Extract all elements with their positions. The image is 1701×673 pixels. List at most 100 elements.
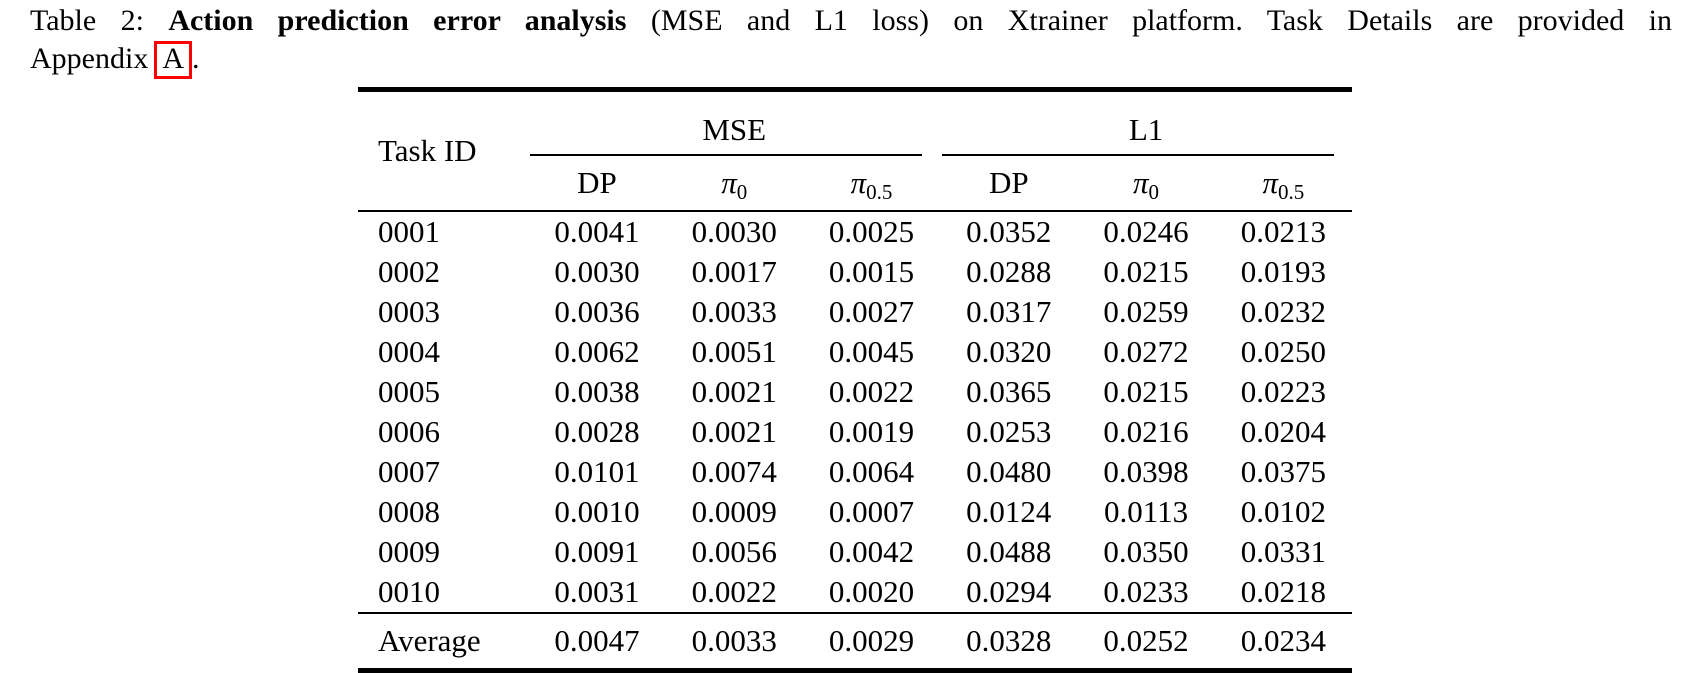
- cell-value: 0.0320: [966, 334, 1052, 369]
- cell-value: 0.0091: [554, 534, 640, 569]
- cell-value: 0.0216: [1103, 414, 1189, 449]
- cell-value: 0.0062: [554, 334, 640, 369]
- col-header-pi0-mse: π0: [665, 156, 803, 212]
- col-header-subscript: 0: [736, 180, 748, 204]
- cell-value: 0.0215: [1103, 374, 1189, 409]
- cell-value: 0.0113: [1103, 494, 1189, 529]
- cell-value: 0.0218: [1240, 574, 1326, 609]
- cell-value: 0.0027: [828, 294, 915, 329]
- group-header-l1: L1: [940, 90, 1352, 157]
- col-header-subscript: 0.5: [1277, 180, 1305, 204]
- group-header-mse-label: MSE: [702, 112, 767, 147]
- caption-period: .: [192, 42, 200, 75]
- cell-value: 0.0253: [966, 414, 1052, 449]
- cell-value: 0.0350: [1103, 534, 1189, 569]
- cell-value: 0.0250: [1240, 334, 1326, 369]
- cell-value: 0.0480: [966, 454, 1052, 489]
- cell-task-id: 0001: [378, 214, 440, 249]
- cell-value: 0.0124: [966, 494, 1052, 529]
- group-header-l1-label: L1: [1128, 112, 1164, 147]
- average-row: Average 0.0047 0.0033 0.0029 0.0328 0.0252 0.0…: [358, 612, 1352, 671]
- table-row: 0003 0.0036 0.0033 0.0027 0.0317 0.0259 0.0232: [358, 292, 1352, 332]
- col-header-pi05-mse: π0.5: [802, 156, 941, 212]
- table-footer: Average 0.0047 0.0033 0.0029 0.0328 0.0252 0.0…: [358, 612, 1352, 671]
- col-header-pi05-l1: π0.5: [1214, 156, 1352, 212]
- appendix-link[interactable]: A: [154, 41, 192, 79]
- table-header: Task ID MSE L1 DP π0 π0.5 DP π0 π0.5: [358, 89, 1352, 212]
- cell-value: 0.0022: [691, 574, 777, 609]
- table-row: 0006 0.0028 0.0021 0.0019 0.0253 0.0216 0.0204: [358, 412, 1352, 452]
- group-header-row: Task ID MSE L1: [358, 89, 1352, 212]
- cell-average-value: 0.0328: [940, 612, 1078, 671]
- cell-task-id: 0003: [378, 294, 440, 329]
- cell-value: 0.0232: [1240, 294, 1326, 329]
- table-row: 0002 0.0030 0.0017 0.0015 0.0288 0.0215 0.0193: [358, 252, 1352, 292]
- col-header-label: DP: [577, 165, 617, 200]
- cell-value: 0.0021: [691, 414, 777, 449]
- cell-value: 0.0246: [1103, 214, 1189, 249]
- cell-value: 0.0272: [1103, 334, 1189, 369]
- cell-value: 0.0033: [691, 294, 777, 329]
- subheader-row: DP π0 π0.5 DP π0 π0.5: [358, 156, 1352, 212]
- table-row: 0004 0.0062 0.0051 0.0045 0.0320 0.0272 0.0250: [358, 332, 1352, 372]
- col-header-subscript: 0.5: [866, 180, 893, 204]
- cell-value: 0.0036: [554, 294, 640, 329]
- cell-value: 0.0045: [828, 334, 915, 369]
- pi-symbol: π: [1262, 165, 1278, 200]
- cell-task-id: 0008: [378, 494, 440, 529]
- table-row: 0008 0.0010 0.0009 0.0007 0.0124 0.0113 0.0102: [358, 492, 1352, 532]
- cell-value: 0.0017: [691, 254, 777, 289]
- cell-task-id: 0002: [378, 254, 440, 289]
- cell-value: 0.0488: [966, 534, 1052, 569]
- cell-value: 0.0021: [691, 374, 777, 409]
- caption-title: Action prediction error analysis: [168, 4, 627, 37]
- cell-value: 0.0030: [691, 214, 777, 249]
- cell-value: 0.0288: [966, 254, 1052, 289]
- pi-symbol: π: [721, 165, 737, 200]
- cell-average-value: 0.0029: [802, 612, 941, 671]
- caption-line-1: Table 2: Action prediction error analysi…: [30, 2, 1672, 40]
- cell-value: 0.0022: [828, 374, 915, 409]
- cell-value: 0.0317: [966, 294, 1052, 329]
- cell-value: 0.0041: [554, 214, 640, 249]
- cell-value: 0.0051: [691, 334, 777, 369]
- cell-value: 0.0193: [1240, 254, 1326, 289]
- cell-value: 0.0102: [1240, 494, 1326, 529]
- cell-value: 0.0074: [691, 454, 777, 489]
- caption-table-label: Table 2:: [30, 4, 144, 37]
- col-header-label: DP: [988, 165, 1029, 200]
- cell-average-value: 0.0033: [665, 612, 803, 671]
- table-row: 0005 0.0038 0.0021 0.0022 0.0365 0.0215 0.0223: [358, 372, 1352, 412]
- cell-task-id: 0009: [378, 534, 440, 569]
- results-table: Task ID MSE L1 DP π0 π0.5 DP π0 π0.5 000…: [358, 87, 1352, 673]
- cell-value: 0.0028: [554, 414, 640, 449]
- cell-average-value: 0.0252: [1077, 612, 1215, 671]
- pi-symbol: π: [850, 165, 867, 200]
- cell-value: 0.0213: [1240, 214, 1326, 249]
- table-row: 0007 0.0101 0.0074 0.0064 0.0480 0.0398 0.0375: [358, 452, 1352, 492]
- cell-value: 0.0025: [828, 214, 915, 249]
- col-header-task-id: Task ID: [358, 89, 529, 212]
- cell-value: 0.0030: [554, 254, 640, 289]
- cell-value: 0.0259: [1103, 294, 1189, 329]
- caption-line-2: Appendix A.: [30, 40, 1672, 79]
- cell-task-id: 0004: [378, 334, 440, 369]
- col-header-dp-l1: DP: [940, 156, 1078, 212]
- cell-average-value: 0.0234: [1214, 612, 1352, 671]
- caption-rest: (MSE and L1 loss) on Xtrainer platform. …: [650, 4, 1673, 37]
- cell-value: 0.0015: [828, 254, 915, 289]
- cell-task-id: 0006: [378, 414, 440, 449]
- cell-value: 0.0020: [828, 574, 915, 609]
- cell-value: 0.0233: [1103, 574, 1189, 609]
- cell-value: 0.0042: [828, 534, 915, 569]
- cell-value: 0.0031: [554, 574, 640, 609]
- table-row: 0001 0.0041 0.0030 0.0025 0.0352 0.0246 0.0213: [358, 211, 1352, 252]
- group-header-mse: MSE: [528, 90, 940, 157]
- cell-value: 0.0398: [1103, 454, 1189, 489]
- cell-value: 0.0375: [1240, 454, 1326, 489]
- cell-value: 0.0010: [554, 494, 640, 529]
- col-header-pi0-l1: π0: [1077, 156, 1215, 212]
- cell-value: 0.0056: [691, 534, 777, 569]
- pi-symbol: π: [1133, 165, 1149, 200]
- col-header-subscript: 0: [1148, 180, 1160, 204]
